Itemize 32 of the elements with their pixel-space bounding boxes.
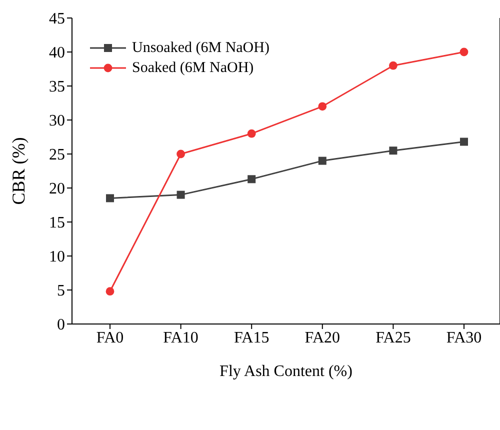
- y-tick-label: 20: [49, 180, 65, 198]
- point: [389, 146, 398, 155]
- point: [318, 102, 327, 111]
- x-tick-label: FA25: [376, 329, 411, 346]
- legend-label: Unsoaked (6M NaOH): [132, 40, 270, 56]
- x-tick-label: FA30: [446, 329, 482, 346]
- y-tick-label: 10: [49, 248, 65, 266]
- y-tick-label: 45: [49, 10, 65, 28]
- y-axis-title: CBR (%): [8, 137, 28, 205]
- y-tick-label: 0: [57, 316, 65, 334]
- y-tick-label: 35: [49, 78, 65, 96]
- point: [460, 48, 468, 56]
- y-tick-label: 25: [49, 146, 65, 164]
- y-tick-label: 5: [57, 282, 65, 300]
- point: [318, 156, 326, 165]
- x-tick-label: FA15: [234, 329, 270, 346]
- point: [460, 138, 468, 146]
- x-tick-label: FA20: [304, 329, 340, 346]
- y-tick-label: 15: [49, 214, 65, 232]
- point: [106, 287, 114, 296]
- point: [248, 175, 256, 184]
- legend-label: Soaked (6M NaOH): [132, 60, 254, 76]
- x-tick-label: FA10: [163, 329, 198, 346]
- point: [176, 150, 185, 158]
- y-tick-label: 30: [49, 112, 65, 130]
- x-axis-title: Fly Ash Content (%): [220, 363, 352, 380]
- point: [247, 129, 256, 138]
- point: [176, 190, 185, 199]
- point: [106, 194, 114, 202]
- y-tick-label: 40: [49, 44, 65, 62]
- point: [389, 61, 398, 70]
- x-tick-label: FA0: [96, 329, 124, 346]
